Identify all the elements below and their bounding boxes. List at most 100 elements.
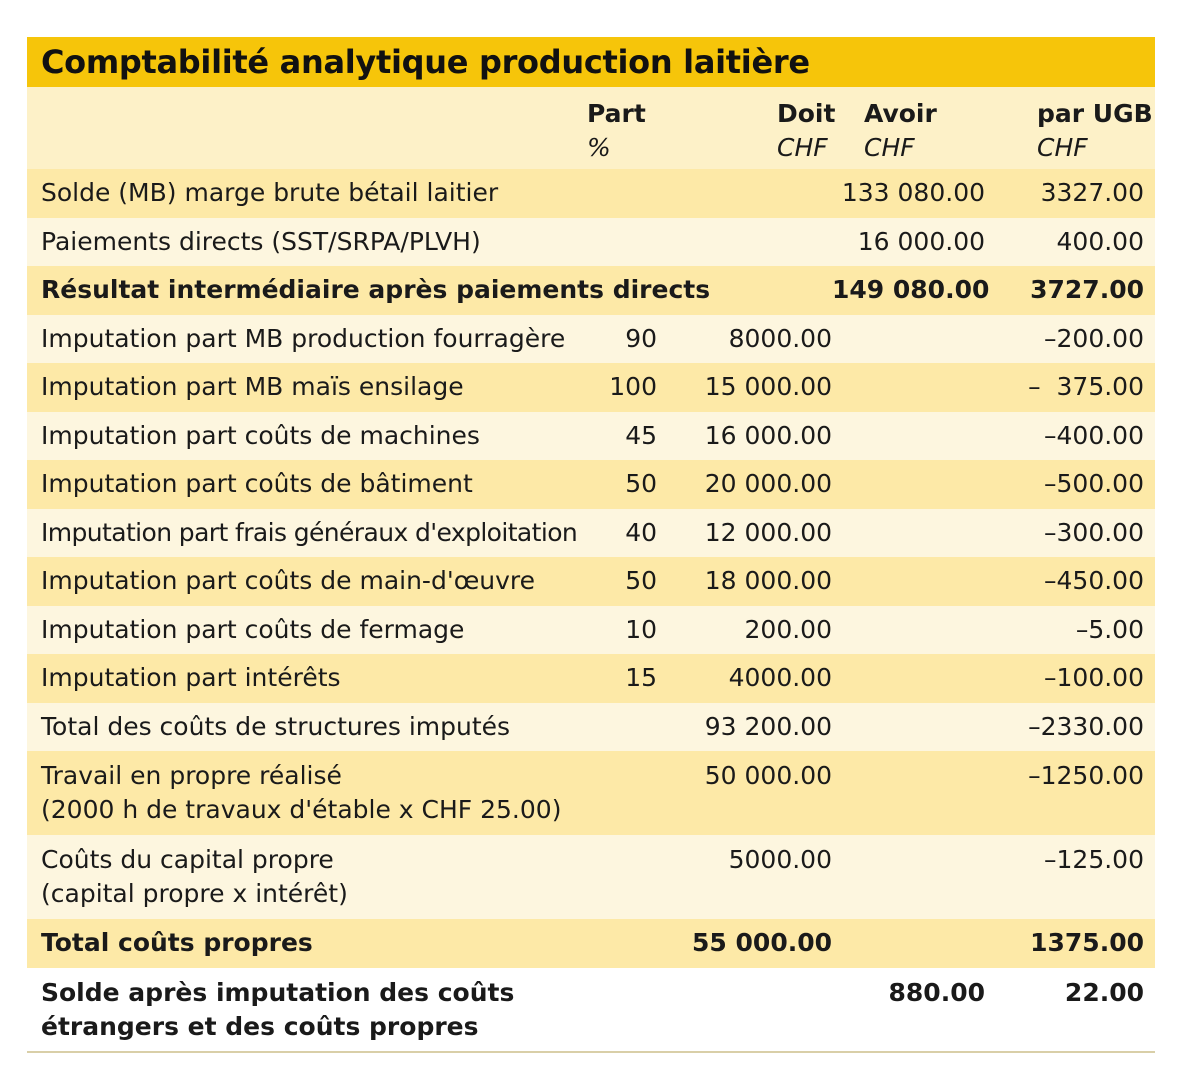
row-label: Total des coûts de structures imputés xyxy=(27,702,587,751)
table-row: Imputation part coûts de fermage 10 200.… xyxy=(27,605,1155,654)
row-doit: 200.00 xyxy=(657,605,832,654)
table-title: Comptabilité analytique production laiti… xyxy=(27,37,1155,87)
row-avoir xyxy=(832,314,985,363)
row-avoir xyxy=(832,919,985,968)
table-row: Solde après imputation des coûts étrange… xyxy=(27,967,1155,1052)
header-avoir: Avoir CHF xyxy=(832,87,985,169)
table-row: Imputation part MB maïs ensilage 100 15 … xyxy=(27,363,1155,412)
table-row: Coûts du capital propre (capital propre … xyxy=(27,835,1155,919)
header-part-unit: % xyxy=(587,133,611,162)
header-doit: Doit CHF xyxy=(657,87,835,169)
row-doit: 50 000.00 xyxy=(657,751,832,835)
row-part xyxy=(587,751,657,835)
row-ugb: 3327.00 xyxy=(985,169,1155,218)
row-label-line2: (capital propre x intérêt) xyxy=(41,879,348,908)
row-avoir xyxy=(832,363,985,412)
row-doit: 93 200.00 xyxy=(657,702,832,751)
row-doit: 18 000.00 xyxy=(657,557,832,606)
row-part: 50 xyxy=(587,460,657,509)
table-row: Total coûts propres 55 000.00 1375.00 xyxy=(27,919,1155,968)
table-row: Paiements directs (SST/SRPA/PLVH) 16 000… xyxy=(27,217,1155,266)
row-ugb: –450.00 xyxy=(985,557,1155,606)
row-part xyxy=(587,835,657,919)
row-avoir: 133 080.00 xyxy=(832,169,985,218)
header-ugb: par UGB CHF xyxy=(985,87,1155,169)
header-part: Part % xyxy=(587,87,657,169)
row-doit: 20 000.00 xyxy=(657,460,832,509)
row-doit: 16 000.00 xyxy=(657,411,832,460)
row-label: Travail en propre réalisé xyxy=(41,761,342,790)
row-part: 90 xyxy=(587,314,657,363)
row-doit: 55 000.00 xyxy=(657,919,832,968)
row-ugb: –2330.00 xyxy=(985,702,1155,751)
row-part: 15 xyxy=(587,654,657,703)
row-label: Paiements directs (SST/SRPA/PLVH) xyxy=(27,217,587,266)
row-part: 100 xyxy=(587,363,657,412)
row-doit xyxy=(657,217,832,266)
row-part: 50 xyxy=(587,557,657,606)
header-avoir-unit: CHF xyxy=(864,133,915,162)
row-doit: 4000.00 xyxy=(657,654,832,703)
table-row: Imputation part MB production fourragère… xyxy=(27,314,1155,363)
row-doit: 15 000.00 xyxy=(657,363,832,412)
row-part xyxy=(587,702,657,751)
row-avoir: 149 080.00 xyxy=(832,266,989,315)
row-label: Résultat intermédiaire après paiements d… xyxy=(27,266,710,315)
row-avoir xyxy=(832,751,985,835)
row-doit xyxy=(657,967,832,1052)
row-avoir: 16 000.00 xyxy=(832,217,985,266)
row-doit: 12 000.00 xyxy=(657,508,832,557)
row-label: Imputation part coûts de machines xyxy=(27,411,587,460)
row-label: Coûts du capital propre xyxy=(41,845,334,874)
table-row: Imputation part coûts de machines 45 16 … xyxy=(27,411,1155,460)
row-label: Imputation part MB production fourragère xyxy=(27,314,587,363)
row-label-cell: Coûts du capital propre (capital propre … xyxy=(27,835,587,919)
header-avoir-name: Avoir xyxy=(864,99,937,128)
row-avoir xyxy=(832,508,985,557)
row-part xyxy=(587,919,657,968)
header-label xyxy=(27,87,587,169)
row-doit xyxy=(657,266,832,315)
row-avoir xyxy=(832,702,985,751)
row-label: Imputation part coûts de bâtiment xyxy=(27,460,587,509)
table-row: Travail en propre réalisé (2000 h de tra… xyxy=(27,751,1155,835)
row-ugb: –200.00 xyxy=(985,314,1155,363)
row-ugb: – 375.00 xyxy=(985,363,1155,412)
header-row: Part % Doit CHF Avoir CHF par UGB CHF xyxy=(27,87,1155,169)
row-part xyxy=(587,217,657,266)
row-doit: 5000.00 xyxy=(657,835,832,919)
row-label-line2: (2000 h de travaux d'étable x CHF 25.00) xyxy=(41,795,562,824)
row-label: Total coûts propres xyxy=(27,919,587,968)
header-ugb-unit: CHF xyxy=(1037,133,1088,162)
row-label: Solde (MB) marge brute bétail laitier xyxy=(27,169,587,218)
row-label: Imputation part MB maïs ensilage xyxy=(27,363,587,412)
row-doit: 8000.00 xyxy=(657,314,832,363)
row-avoir xyxy=(832,557,985,606)
table-row: Imputation part coûts de bâtiment 50 20 … xyxy=(27,460,1155,509)
row-part xyxy=(587,967,657,1052)
header-part-name: Part xyxy=(587,99,646,128)
table-row: Total des coûts de structures imputés 93… xyxy=(27,702,1155,751)
row-part: 10 xyxy=(587,605,657,654)
row-label: Solde après imputation des coûts xyxy=(41,977,515,1007)
table-row: Imputation part frais généraux d'exploit… xyxy=(27,508,1155,557)
row-avoir xyxy=(832,605,985,654)
row-label-cell: Travail en propre réalisé (2000 h de tra… xyxy=(27,751,587,835)
row-label: Imputation part coûts de main-d'œuvre xyxy=(27,557,587,606)
header-ugb-name: par UGB xyxy=(1037,99,1153,128)
accounting-table-container: Comptabilité analytique production laiti… xyxy=(27,37,1155,1053)
row-avoir xyxy=(832,835,985,919)
row-part xyxy=(587,266,657,315)
row-ugb: –300.00 xyxy=(985,508,1155,557)
row-avoir xyxy=(832,460,985,509)
row-avoir: 880.00 xyxy=(832,967,985,1052)
row-label: Imputation part coûts de fermage xyxy=(27,605,587,654)
row-part xyxy=(587,169,657,218)
row-ugb: –5.00 xyxy=(985,605,1155,654)
row-doit xyxy=(657,169,832,218)
row-ugb: 3727.00 xyxy=(985,266,1155,315)
table-row: Imputation part coûts de main-d'œuvre 50… xyxy=(27,557,1155,606)
row-ugb: 1375.00 xyxy=(985,919,1155,968)
row-label-cell: Solde après imputation des coûts étrange… xyxy=(27,967,587,1052)
row-ugb: –500.00 xyxy=(985,460,1155,509)
